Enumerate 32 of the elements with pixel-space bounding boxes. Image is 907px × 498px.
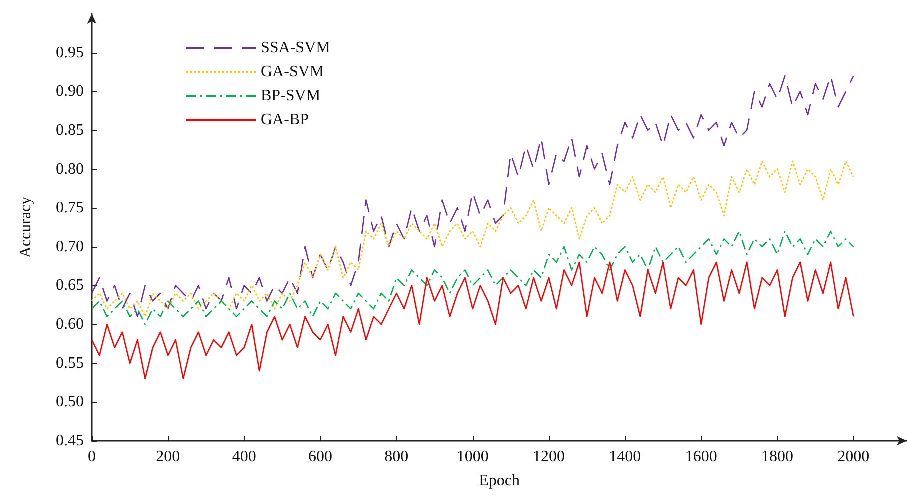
x-tick-label: 1400: [609, 448, 642, 466]
y-tick-label: 0.85: [56, 122, 84, 139]
line-series: [91, 230, 854, 326]
y-tick-label: 0.55: [56, 354, 84, 372]
y-tick-label: 0.45: [56, 432, 84, 450]
y-tick-label: 0.95: [56, 44, 84, 62]
x-tick-label: 800: [384, 448, 409, 466]
x-tick-label: 400: [232, 448, 256, 466]
legend-label: GA-BP: [261, 112, 310, 128]
line-series: [91, 75, 854, 318]
y-tick-label: 0.70: [56, 238, 84, 256]
x-tick-label: 0: [88, 448, 96, 466]
legend-label: GA-SVM: [261, 64, 324, 80]
line-series: [91, 160, 854, 318]
x-tick-label: 200: [156, 448, 180, 466]
y-tick-label: 0.90: [56, 83, 84, 100]
y-axis-title: Accuracy: [18, 196, 34, 258]
y-tick-label: 0.80: [56, 160, 84, 178]
y-tick-label: 0.75: [56, 200, 84, 217]
y-tick-label: 0.50: [56, 394, 84, 411]
x-tick-label: 2000: [838, 448, 870, 466]
x-tick-label: 600: [308, 448, 333, 466]
x-axis-title: Epoch: [479, 472, 520, 490]
line-series: [91, 262, 854, 380]
x-tick-label: 1000: [456, 448, 489, 466]
x-tick-label: 1600: [685, 448, 718, 466]
y-tick-label: 0.65: [56, 277, 84, 294]
y-tick-label: 0.60: [56, 316, 84, 334]
x-tick-label: 1800: [762, 448, 794, 466]
legend-label: SSA-SVM: [261, 40, 330, 56]
legend-label: BP-SVM: [261, 88, 321, 104]
x-tick-label: 1200: [533, 448, 566, 466]
